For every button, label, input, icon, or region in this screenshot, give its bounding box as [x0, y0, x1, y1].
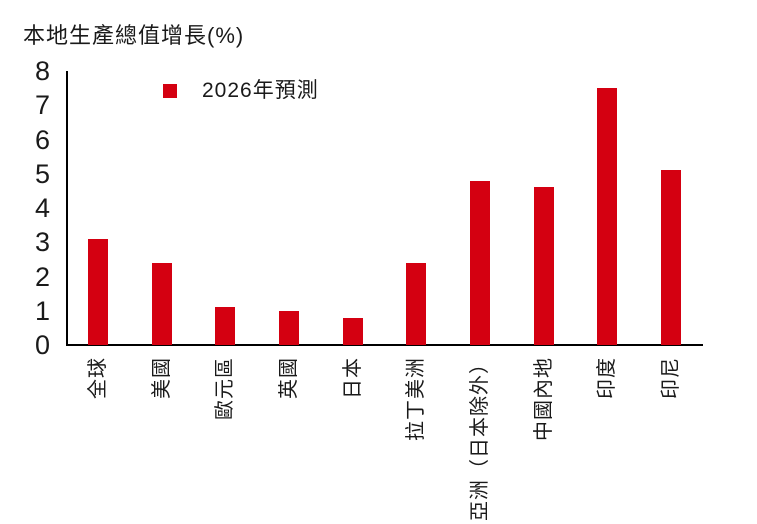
- y-tick-label-2: 2: [34, 261, 50, 292]
- x-tick-label-拉丁美洲: 拉丁美洲: [405, 357, 427, 441]
- y-tick-label-3: 3: [34, 227, 50, 258]
- bar-印尼: [661, 170, 681, 345]
- x-tick-label-亞洲（日本除外）: 亞洲（日本除外）: [469, 353, 491, 521]
- y-tick-label-8: 8: [34, 56, 50, 86]
- x-tick-label-中國內地: 中國內地: [533, 357, 555, 441]
- x-axis-line: [66, 344, 703, 346]
- bar-英國: [279, 311, 299, 345]
- legend-swatch-icon: [163, 84, 177, 98]
- x-tick-label-印尼: 印尼: [660, 357, 682, 399]
- y-tick-label-4: 4: [34, 193, 50, 223]
- bar-中國內地: [534, 187, 554, 345]
- y-tick-label-6: 6: [34, 124, 50, 155]
- x-tick-label-美國: 美國: [151, 357, 173, 399]
- bar-全球: [88, 239, 108, 345]
- bar-亞洲（日本除外）: [470, 181, 490, 345]
- x-tick-label-日本: 日本: [342, 357, 364, 399]
- y-tick-label-7: 7: [34, 90, 50, 121]
- chart-title: 本地生產總值增長(%): [23, 23, 245, 48]
- bar-美國: [152, 263, 172, 345]
- y-tick-label-0: 0: [34, 330, 50, 360]
- y-tick-label-1: 1: [34, 295, 50, 326]
- bar-拉丁美洲: [406, 263, 426, 345]
- legend-series-label: 2026年預測: [202, 79, 319, 102]
- y-axis-line: [66, 71, 68, 345]
- x-tick-label-印度: 印度: [596, 357, 618, 399]
- x-tick-label-英國: 英國: [278, 357, 300, 399]
- bar-歐元區: [215, 307, 235, 345]
- y-tick-label-5: 5: [34, 158, 50, 189]
- bar-印度: [597, 88, 617, 345]
- bar-日本: [343, 318, 363, 345]
- x-tick-label-全球: 全球: [87, 357, 109, 399]
- x-tick-label-歐元區: 歐元區: [214, 357, 236, 420]
